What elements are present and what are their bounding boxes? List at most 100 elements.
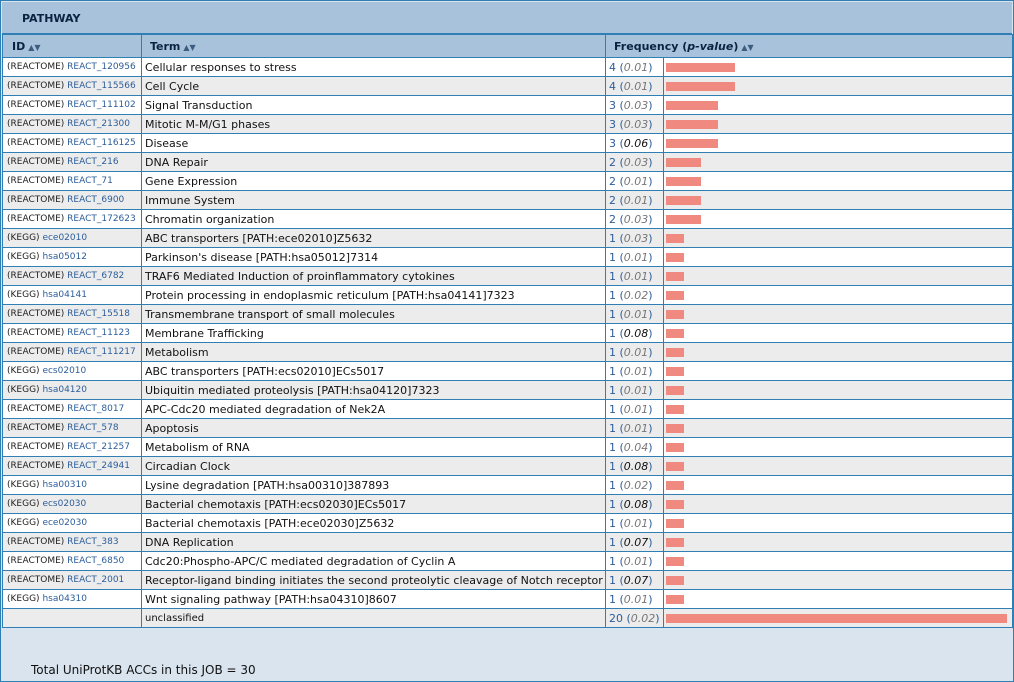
p-value: 0.01 [623,307,649,321]
table-row: (REACTOME) REACT_6782 TRAF6 Mediated Indu… [2,266,1014,286]
count-link[interactable]: 2 [609,155,616,169]
count-link[interactable]: 1 [609,307,616,321]
database-label: (KEGG) [7,594,40,604]
frequency-bar [666,461,684,471]
id-cell: (REACTOME) REACT_21257 [2,437,142,457]
column-header-frequency[interactable]: Frequency (p-value) ▲▼ [604,34,1014,58]
term-cell: Bacterial chemotaxis [PATH:ecs02030]ECs5… [141,494,606,514]
count-link[interactable]: 1 [609,459,616,473]
count-link[interactable]: 1 [609,535,616,549]
bar-cell [662,494,1014,514]
accession-link[interactable]: ecs02010 [42,366,87,376]
sort-arrows-icon[interactable]: ▲▼ [183,42,196,52]
bar-cell [662,342,1014,362]
accession-link[interactable]: REACT_8017 [67,404,125,414]
accession-link[interactable]: REACT_15518 [67,309,131,319]
column-header-id[interactable]: ID ▲▼ [2,34,142,58]
term-cell: TRAF6 Mediated Induction of proinflammat… [141,266,606,286]
frequency-cell: 1 (0.07) [605,532,664,552]
bar-cell [662,133,1014,153]
count-link[interactable]: 1 [609,326,616,340]
accession-link[interactable]: REACT_111102 [67,100,136,110]
p-value: 0.01 [623,345,649,359]
count-link[interactable]: 1 [609,250,616,264]
accession-link[interactable]: ecs02030 [42,499,87,509]
id-cell: (REACTOME) REACT_8017 [2,399,142,419]
accession-link[interactable]: REACT_115566 [67,81,136,91]
term-cell: Cellular responses to stress [141,57,606,77]
count-link[interactable]: 1 [609,497,616,511]
table-row: (REACTOME) REACT_21300 Mitotic M-M/G1 pha… [2,114,1014,134]
accession-link[interactable]: hsa05012 [42,252,87,262]
accession-link[interactable]: REACT_21257 [67,442,131,452]
sort-arrows-icon[interactable]: ▲▼ [741,42,754,52]
count-link[interactable]: 1 [609,231,616,245]
accession-link[interactable]: REACT_6782 [67,271,125,281]
accession-link[interactable]: REACT_578 [67,423,119,433]
frequency-cell: 1 (0.01) [605,361,664,381]
term-cell: Circadian Clock [141,456,606,476]
p-value: 0.07 [623,573,649,587]
count-link[interactable]: 1 [609,421,616,435]
frequency-cell: 1 (0.01) [605,380,664,400]
frequency-bar [666,442,684,452]
accession-link[interactable]: REACT_216 [67,157,119,167]
count-link[interactable]: 3 [609,98,616,112]
count-link[interactable]: 3 [609,117,616,131]
p-value: 0.06 [623,136,649,150]
accession-link[interactable]: hsa04120 [42,385,87,395]
accession-link[interactable]: REACT_120956 [67,62,136,72]
count-link[interactable]: 4 [609,79,616,93]
count-link[interactable]: 4 [609,60,616,74]
id-cell: (REACTOME) REACT_11123 [2,323,142,343]
frequency-bar [666,195,701,205]
accession-link[interactable]: hsa04310 [42,594,87,604]
id-cell: (KEGG) ece02010 [2,228,142,248]
frequency-cell: 1 (0.01) [605,418,664,438]
count-link[interactable]: 2 [609,174,616,188]
accession-link[interactable]: REACT_24941 [67,461,131,471]
count-link[interactable]: 1 [609,478,616,492]
accession-link[interactable]: REACT_21300 [67,119,131,129]
frequency-cell: 1 (0.01) [605,513,664,533]
accession-link[interactable]: REACT_116125 [67,138,136,148]
accession-link[interactable]: ece02010 [42,233,88,243]
count-link[interactable]: 1 [609,592,616,606]
accession-link[interactable]: hsa00310 [42,480,87,490]
count-link[interactable]: 1 [609,364,616,378]
frequency-cell: 1 (0.01) [605,551,664,571]
count-link[interactable]: 1 [609,269,616,283]
accession-link[interactable]: REACT_172623 [67,214,136,224]
accession-link[interactable]: REACT_11123 [67,328,131,338]
accession-link[interactable]: REACT_6850 [67,556,125,566]
count-link[interactable]: 1 [609,554,616,568]
accession-link[interactable]: ece02030 [42,518,88,528]
accession-link[interactable]: REACT_2001 [67,575,125,585]
count-link[interactable]: 1 [609,383,616,397]
frequency-bar [666,328,684,338]
bar-cell [662,114,1014,134]
count-link[interactable]: 1 [609,345,616,359]
count-link[interactable]: 1 [609,440,616,454]
database-label: (REACTOME) [7,556,65,566]
accession-link[interactable]: REACT_383 [67,537,119,547]
accession-link[interactable]: REACT_71 [67,176,113,186]
column-header-term[interactable]: Term ▲▼ [141,34,606,58]
sort-arrows-icon[interactable]: ▲▼ [28,42,41,52]
p-value: 0.02 [630,611,656,625]
accession-link[interactable]: REACT_6900 [67,195,125,205]
count-link[interactable]: 2 [609,212,616,226]
count-link[interactable]: 1 [609,516,616,530]
accession-link[interactable]: REACT_111217 [67,347,136,357]
table-row: (REACTOME) REACT_21257 Metabolism of RNA 1… [2,437,1014,457]
accession-link[interactable]: hsa04141 [42,290,87,300]
p-value: 0.01 [623,79,649,93]
bar-cell [662,209,1014,229]
count-link[interactable]: 1 [609,573,616,587]
count-link[interactable]: 1 [609,288,616,302]
count-link[interactable]: 1 [609,402,616,416]
id-cell: (REACTOME) REACT_216 [2,152,142,172]
count-link[interactable]: 2 [609,193,616,207]
count-link[interactable]: 20 [609,611,623,625]
count-link[interactable]: 3 [609,136,616,150]
